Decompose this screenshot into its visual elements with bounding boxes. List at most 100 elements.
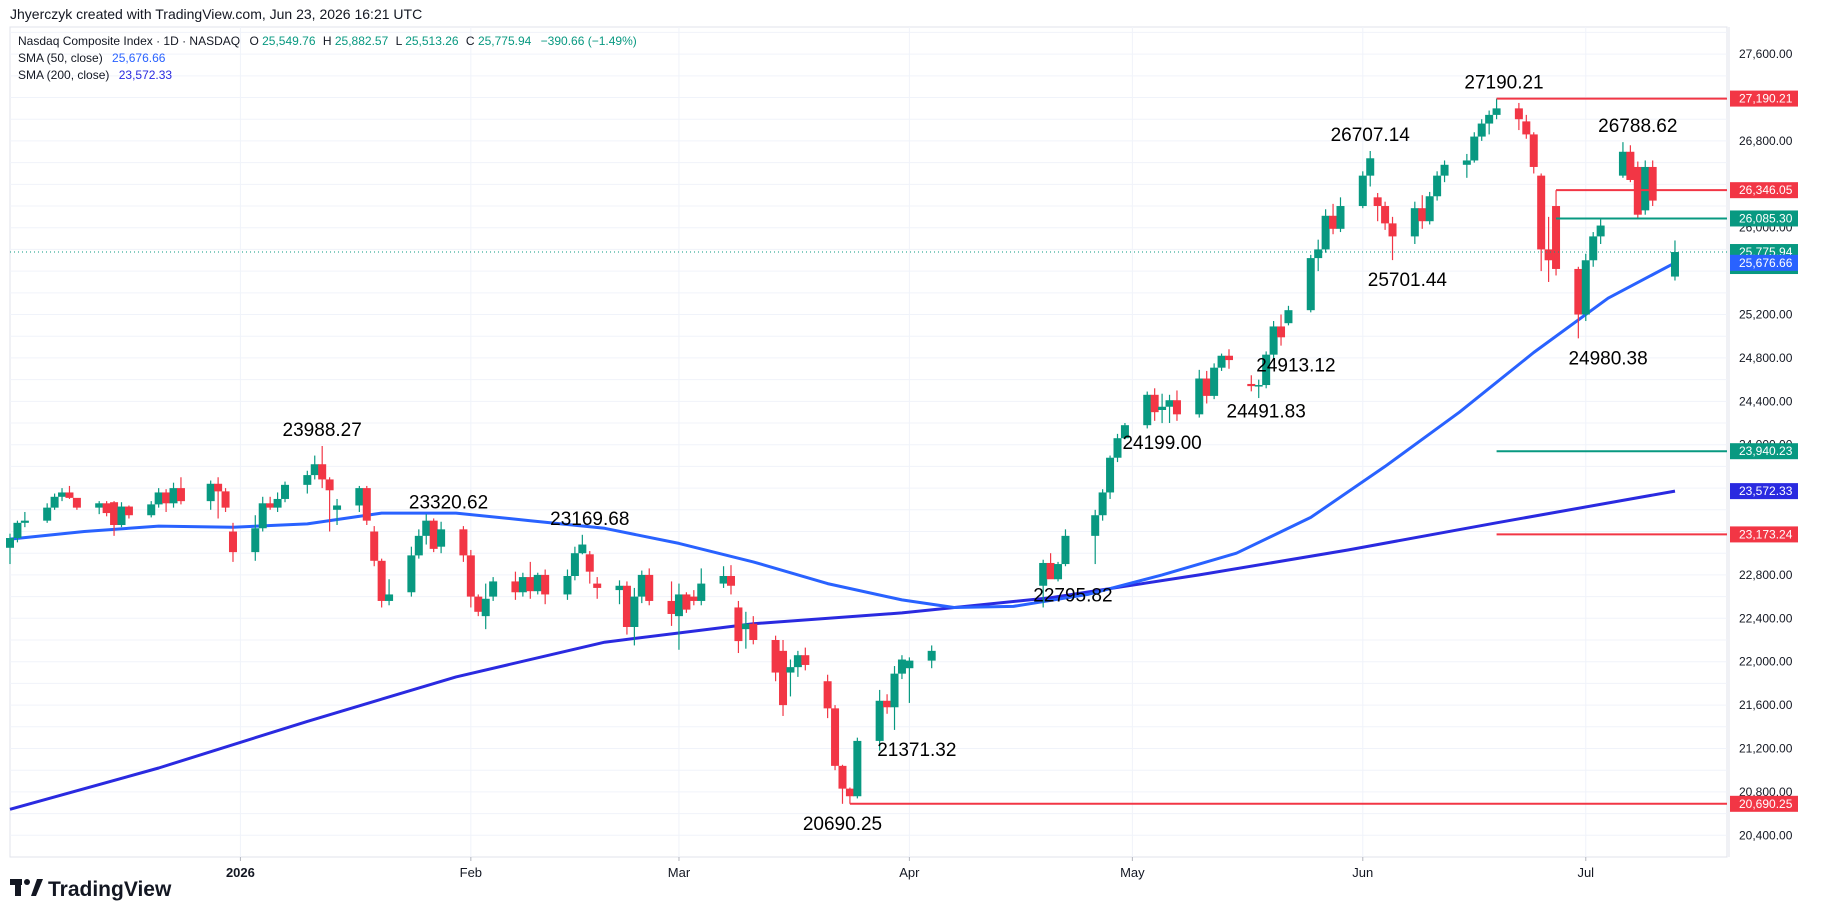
candle[interactable] [570, 546, 579, 581]
candle[interactable] [459, 526, 468, 562]
candle[interactable] [117, 502, 126, 528]
candle[interactable] [422, 514, 431, 545]
candle[interactable] [1210, 363, 1219, 400]
candle[interactable] [437, 521, 446, 554]
candle[interactable] [1581, 253, 1590, 322]
candle[interactable] [333, 498, 342, 525]
candle[interactable] [13, 520, 22, 543]
candle[interactable] [1247, 375, 1256, 392]
candle[interactable] [377, 558, 386, 608]
candle[interactable] [481, 583, 490, 630]
candle[interactable] [228, 522, 237, 562]
candle[interactable] [1537, 173, 1546, 272]
candle[interactable] [1336, 197, 1345, 233]
candle[interactable] [1366, 150, 1375, 187]
candle[interactable] [1172, 390, 1181, 421]
candle[interactable] [1589, 232, 1598, 267]
candle[interactable] [1091, 509, 1100, 565]
candle[interactable] [533, 572, 542, 595]
candle[interactable] [147, 501, 156, 518]
candle[interactable] [266, 496, 275, 510]
candle[interactable] [154, 488, 163, 508]
candle[interactable] [370, 526, 379, 567]
candle[interactable] [50, 493, 59, 510]
level-price-tag[interactable]: 23,940.23 [1730, 443, 1798, 460]
candle[interactable] [823, 674, 832, 719]
candle[interactable] [897, 655, 906, 680]
sma200-legend[interactable]: SMA (200, close) 23,572.33 [18, 68, 172, 82]
candle[interactable] [206, 480, 215, 510]
candle[interactable] [273, 492, 282, 512]
tradingview-logo-icon[interactable] [10, 879, 43, 896]
candle[interactable] [1670, 240, 1679, 281]
candle[interactable] [1492, 98, 1501, 120]
candle[interactable] [771, 635, 780, 682]
candle[interactable] [1574, 266, 1583, 339]
candle[interactable] [1054, 561, 1063, 582]
candle[interactable] [749, 616, 758, 645]
candle[interactable] [674, 583, 683, 650]
candle[interactable] [1388, 216, 1397, 261]
candle[interactable] [1410, 201, 1419, 244]
candle[interactable] [1098, 489, 1107, 521]
candle[interactable] [927, 645, 936, 669]
candle[interactable] [1120, 423, 1129, 440]
candle[interactable] [734, 600, 743, 654]
candle[interactable] [176, 477, 185, 505]
candle[interactable] [20, 511, 29, 528]
candle[interactable] [1158, 393, 1167, 424]
candle[interactable] [1195, 369, 1204, 418]
candle[interactable] [95, 501, 104, 515]
candle[interactable] [251, 515, 260, 561]
candle[interactable] [831, 705, 840, 771]
candle[interactable] [883, 694, 892, 714]
candle[interactable] [1314, 239, 1323, 272]
candle[interactable] [511, 571, 520, 600]
candle[interactable] [355, 485, 364, 512]
candle[interactable] [630, 587, 639, 646]
candle[interactable] [1529, 132, 1538, 174]
candle[interactable] [1254, 379, 1263, 399]
candle[interactable] [1522, 114, 1531, 139]
candle[interactable] [414, 529, 423, 559]
candle[interactable] [303, 470, 312, 494]
candle[interactable] [1552, 190, 1561, 276]
candle[interactable] [1373, 193, 1382, 222]
candle[interactable] [489, 577, 498, 601]
candle[interactable] [110, 501, 119, 536]
candle[interactable] [1626, 145, 1635, 183]
candle[interactable] [845, 787, 854, 804]
candle[interactable] [838, 764, 847, 804]
candle[interactable] [890, 666, 899, 730]
candle[interactable] [1329, 203, 1338, 235]
level-price-tag[interactable]: 20,690.25 [1730, 795, 1798, 812]
candle[interactable] [593, 577, 602, 599]
candle[interactable] [1433, 171, 1442, 201]
candle[interactable] [214, 477, 223, 519]
candle[interactable] [1514, 102, 1523, 131]
sma50-line[interactable] [9, 261, 1676, 609]
candle[interactable] [1046, 553, 1055, 580]
candle[interactable] [43, 503, 52, 523]
candle[interactable] [1150, 388, 1159, 421]
candle[interactable] [1462, 153, 1471, 178]
candle[interactable] [466, 549, 475, 608]
candle[interactable] [162, 489, 171, 512]
candle[interactable] [124, 505, 133, 519]
candle[interactable] [325, 477, 334, 532]
candle[interactable] [1143, 391, 1152, 429]
candle[interactable] [518, 572, 527, 597]
candle[interactable] [667, 581, 676, 626]
candle[interactable] [385, 579, 394, 606]
candle[interactable] [1321, 209, 1330, 253]
candle[interactable] [726, 565, 735, 595]
candle[interactable] [281, 481, 290, 503]
price-axis[interactable]: 27,600.00 26,800.00 25,200.00 24,800.00 24,4… [1730, 47, 1798, 842]
candle[interactable] [615, 580, 624, 605]
candle[interactable] [1381, 201, 1390, 230]
candle[interactable] [1418, 195, 1427, 229]
candle[interactable] [645, 568, 654, 606]
candle[interactable] [1485, 110, 1494, 135]
candle[interactable] [741, 611, 750, 649]
candle[interactable] [1618, 142, 1627, 178]
